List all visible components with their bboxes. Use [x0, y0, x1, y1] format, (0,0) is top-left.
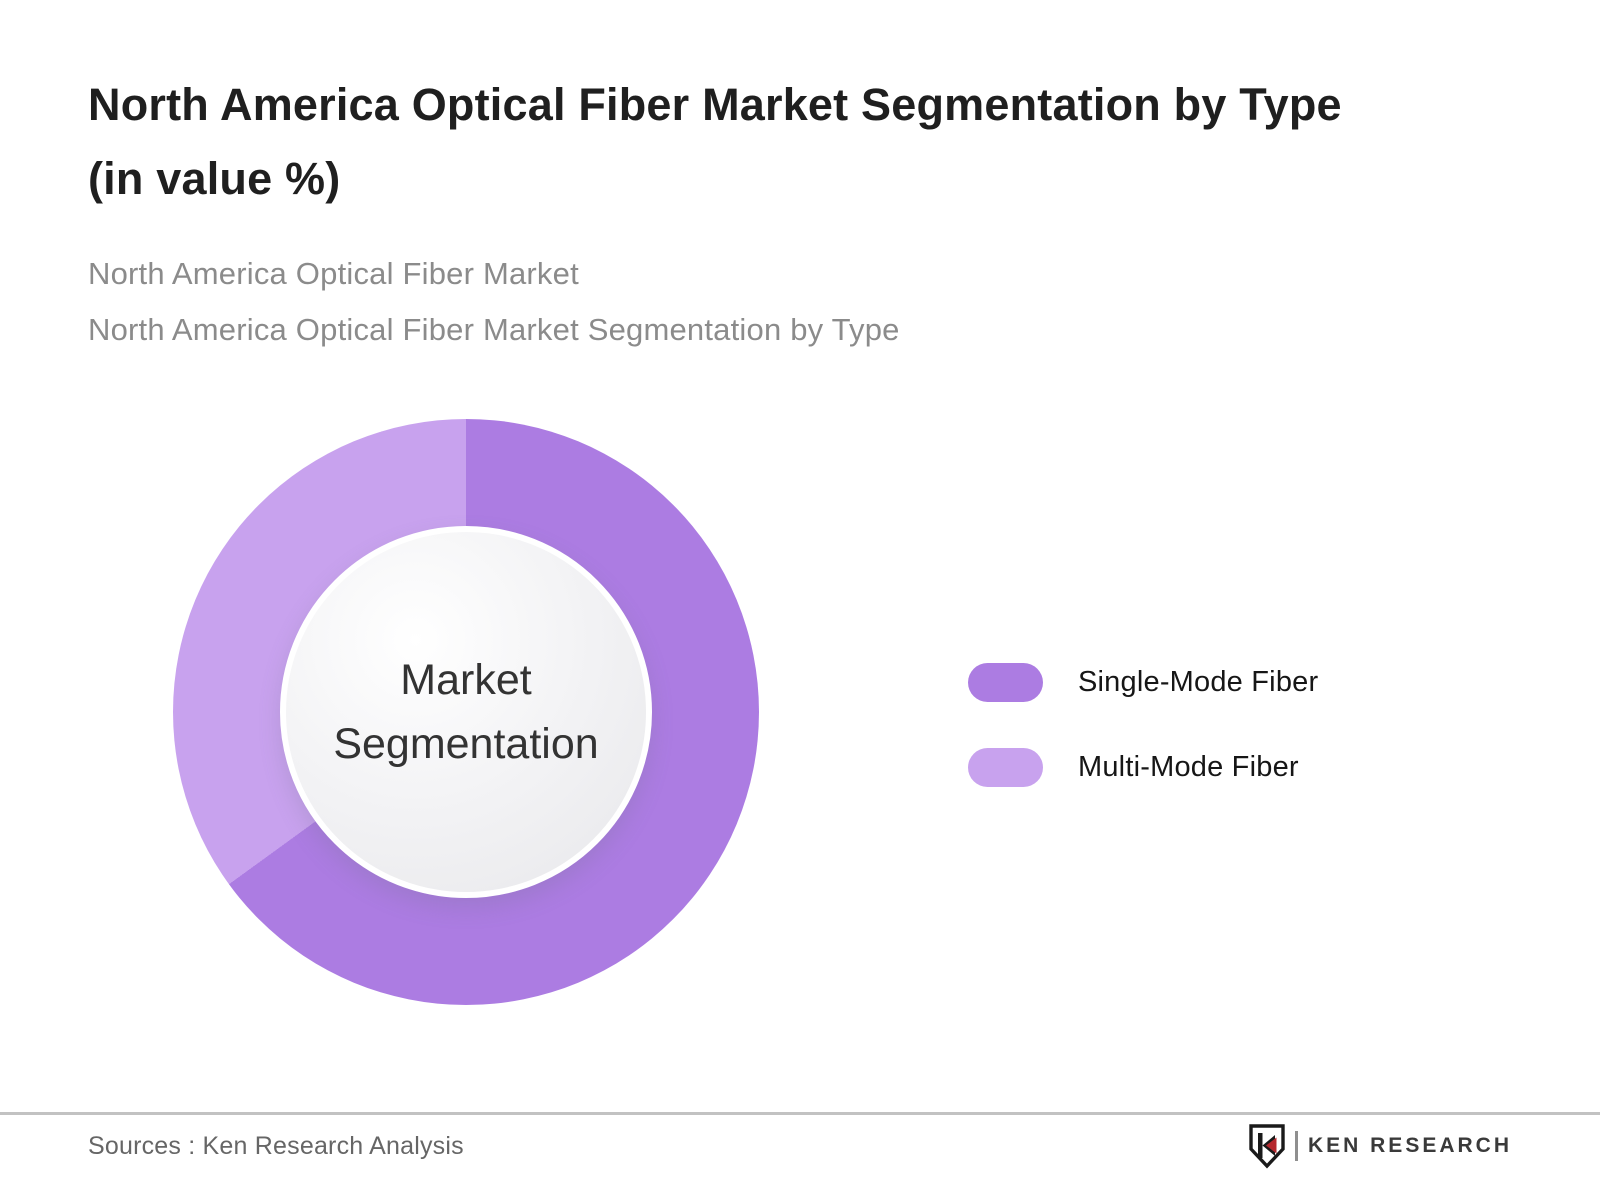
ken-research-shield-icon [1249, 1124, 1285, 1169]
sources-note: Sources : Ken Research Analysis [88, 1132, 464, 1160]
legend-swatch-multi-mode [968, 748, 1043, 787]
legend-item-multi-mode: Multi-Mode Fiber [968, 748, 1318, 787]
page-title-line2: (in value %) [88, 153, 341, 204]
legend-item-single-mode: Single-Mode Fiber [968, 663, 1318, 702]
donut-center-label: Market Segmentation [333, 655, 599, 769]
legend-swatch-single-mode [968, 663, 1043, 702]
footer-divider [0, 1112, 1600, 1115]
chart-subtitle-segmentation: North America Optical Fiber Market Segme… [88, 312, 900, 347]
chart-subtitle-market: North America Optical Fiber Market [88, 256, 579, 291]
legend-label-multi-mode: Multi-Mode Fiber [1078, 751, 1299, 783]
page-title: North America Optical Fiber Market Segme… [88, 68, 1518, 216]
logo-separator [1294, 1131, 1298, 1161]
legend-label-single-mode: Single-Mode Fiber [1078, 666, 1319, 698]
chart-legend: Single-Mode Fiber Multi-Mode Fiber [968, 663, 1318, 833]
donut-chart: Market Segmentation [173, 419, 759, 1005]
logo-wordmark: KEN RESEARCH [1307, 1134, 1512, 1157]
page-title-line1: North America Optical Fiber Market Segme… [88, 79, 1342, 130]
ken-research-logo: KEN RESEARCH [1247, 1122, 1512, 1170]
donut-center: Market Segmentation [280, 526, 652, 898]
